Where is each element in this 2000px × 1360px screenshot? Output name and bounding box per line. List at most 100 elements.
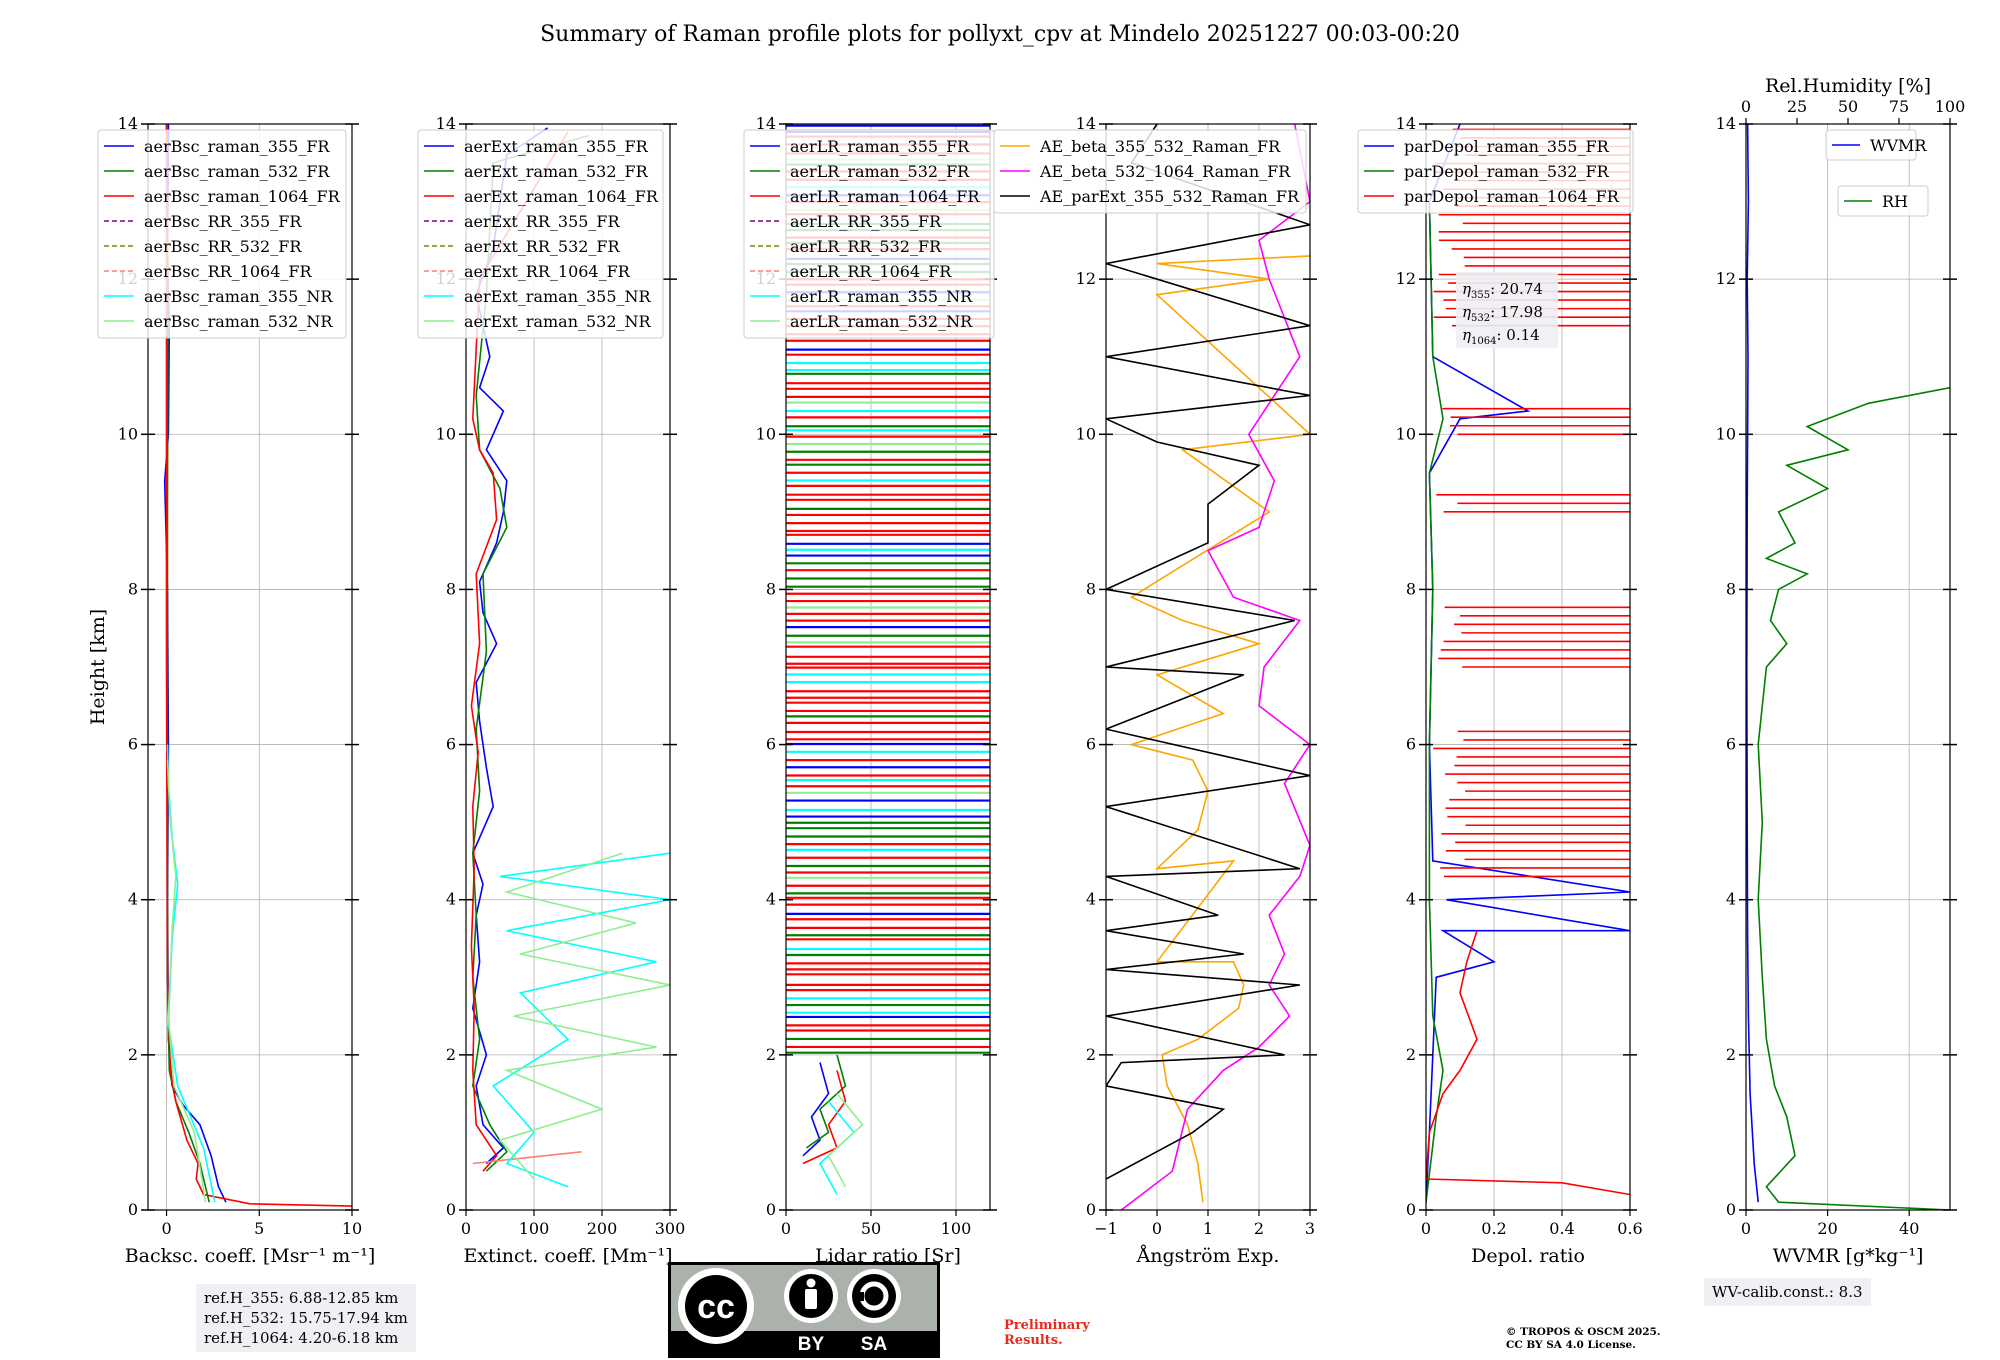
by-text: BY [798,1334,825,1355]
x-tick-label: 0.6 [1617,1219,1642,1238]
legend-label-parDepol_raman_1064_FR: parDepol_raman_1064_FR [1404,187,1620,206]
y-tick-label: 4 [446,890,456,909]
legend-box [743,129,995,339]
x-tick-label: 2 [1254,1219,1264,1238]
x-tick-label: −1 [1094,1219,1118,1238]
prelim-line-1: Preliminary [1004,1318,1090,1333]
copyright-line-2: CC BY SA 4.0 License. [1506,1339,1636,1351]
legend: AE_beta_355_532_Raman_FR AE_beta_532_1064… [993,129,1307,214]
legend-label-aerExt_raman_532_NR: aerExt_raman_532_NR [464,312,652,331]
x-tick-label: 5 [254,1219,264,1238]
y-tick-label: 2 [446,1045,456,1064]
ref-height-1064: ref.H_1064: 4.20-6.18 km [204,1329,399,1347]
legend-label-aerExt_raman_355_NR: aerExt_raman_355_NR [464,287,652,306]
x-tick-label: 3 [1305,1219,1315,1238]
y-tick-label: 0 [128,1200,138,1219]
legend-label-aerExt_RR_1064_FR: aerExt_RR_1064_FR [464,262,631,281]
x-tick-label: 40 [1899,1219,1919,1238]
y-tick-label: 14 [756,114,776,133]
legend-label-aerExt_RR_355_FR: aerExt_RR_355_FR [464,212,621,231]
top-x-tick-label: 0 [1741,97,1751,116]
cc-text: cc [697,1288,735,1326]
x-tick-label: 0 [1152,1219,1162,1238]
y-tick-label: 6 [766,735,776,754]
y-axis-label: Height [km] [87,609,109,725]
x-axis-label: Extinct. coeff. [Mm⁻¹] [463,1245,672,1267]
y-tick-label: 6 [1726,735,1736,754]
series-line-AE_parExt_355_532_Raman_FR [1106,124,1310,1180]
legend: parDepol_raman_355_FR parDepol_raman_532_… [1357,129,1634,214]
legend: aerExt_raman_355_FR aerExt_raman_532_FRae… [417,129,664,339]
panel-3: 02468101214050100Lidar ratio [Sr]aerLR_r… [743,114,997,1267]
y-tick-label: 6 [1086,735,1096,754]
x-tick-label: 0 [1741,1219,1751,1238]
top-x-tick-label: 25 [1787,97,1807,116]
by-icon-body [805,1289,817,1309]
series-line-aerLR_raman_532_NR [827,1093,864,1188]
page-title: Summary of Raman profile plots for polly… [540,22,1460,47]
y-tick-label: 6 [128,735,138,754]
copyright-line-1: © TROPOS & OSCM 2025. [1506,1326,1661,1338]
legend-label-aerExt_raman_355_FR: aerExt_raman_355_FR [464,137,649,156]
legend-label-WVMR: WVMR [1870,136,1927,155]
legend-box [1825,129,1917,161]
y-tick-label: 8 [1086,579,1096,598]
panel-2: 024681012140100200300Extinct. coeff. [Mm… [417,114,685,1267]
y-tick-label: 4 [128,890,138,909]
legend-label-aerBsc_raman_532_FR: aerBsc_raman_532_FR [144,162,330,181]
y-tick-label: 14 [1396,114,1416,133]
y-tick-label: 0 [766,1200,776,1219]
legend-label-aerLR_raman_355_NR: aerLR_raman_355_NR [790,287,973,306]
y-tick-label: 0 [1726,1200,1736,1219]
legend-label-aerLR_RR_355_FR: aerLR_RR_355_FR [790,212,942,231]
y-tick-label: 12 [1396,269,1416,288]
x-axis-label: WVMR [g*kg⁻¹] [1773,1245,1924,1267]
x-axis-label: Depol. ratio [1471,1245,1585,1267]
y-tick-label: 8 [766,579,776,598]
series-line-aerExt_raman_355_NR [491,852,670,1188]
x-tick-label: 1 [1203,1219,1213,1238]
series-line-aerExt_raman_532_NR [498,852,670,1180]
y-tick-label: 10 [756,424,776,443]
ref-height-355: ref.H_355: 6.88-12.85 km [204,1289,399,1307]
y-tick-label: 10 [1716,424,1736,443]
series-line-aerBsc_raman_355_NR [166,744,216,1203]
legend-label-aerBsc_RR_355_FR: aerBsc_RR_355_FR [144,212,302,231]
by-icon-head [806,1278,816,1288]
eta-value-532: η532: 17.98 [1462,303,1543,324]
axes-frame [785,123,991,1211]
y-tick-label: 4 [1726,890,1736,909]
legend-label-aerExt_raman_1064_FR: aerExt_raman_1064_FR [464,187,659,206]
legend-label-aerLR_raman_355_FR: aerLR_raman_355_FR [790,137,970,156]
legend: aerLR_raman_355_FR aerLR_raman_532_FR aerL… [743,129,995,339]
top-x-tick-label: 50 [1838,97,1858,116]
legend-label-parDepol_raman_532_FR: parDepol_raman_532_FR [1404,162,1610,181]
series-line-aerLR_raman_355_FR [802,1062,830,1157]
y-tick-label: 0 [1086,1200,1096,1219]
x-tick-label: 200 [587,1219,618,1238]
y-tick-label: 8 [1726,579,1736,598]
copyright-note: © TROPOS & OSCM 2025. CC BY SA 4.0 Licen… [1506,1326,1661,1352]
y-tick-label: 2 [1406,1045,1416,1064]
x-axis-label: Lidar ratio [Sr] [815,1245,961,1267]
series-line-aerExt_raman_532_FR [471,134,589,1172]
y-tick-label: 12 [1716,269,1736,288]
x-tick-label: 0 [161,1219,171,1238]
y-tick-label: 8 [1406,579,1416,598]
axes-frame [465,123,671,1211]
top-axis-label: Rel.Humidity [%] [1765,75,1931,97]
reference-heights-box: ref.H_355: 6.88-12.85 km ref.H_532: 15.7… [196,1284,416,1352]
preliminary-note: Preliminary Results. [1004,1318,1090,1348]
y-tick-label: 2 [128,1045,138,1064]
legend-label-parDepol_raman_355_FR: parDepol_raman_355_FR [1404,137,1610,156]
panel-5: 0 2 4 6 8 10 12 14 0 0.2 0.4 0.6 Depol. ratio parDepo… [1357,114,1643,1267]
series-line-aerBsc_raman_1064_FR [165,124,352,1207]
top-x-tick-label: 75 [1889,97,1909,116]
series-line-parDepol_raman_1064_FR [1426,930,1630,1196]
eta-value-355: η355: 20.74 [1462,280,1543,301]
y-tick-label: 2 [1086,1045,1096,1064]
x-tick-label: 0.2 [1481,1219,1506,1238]
